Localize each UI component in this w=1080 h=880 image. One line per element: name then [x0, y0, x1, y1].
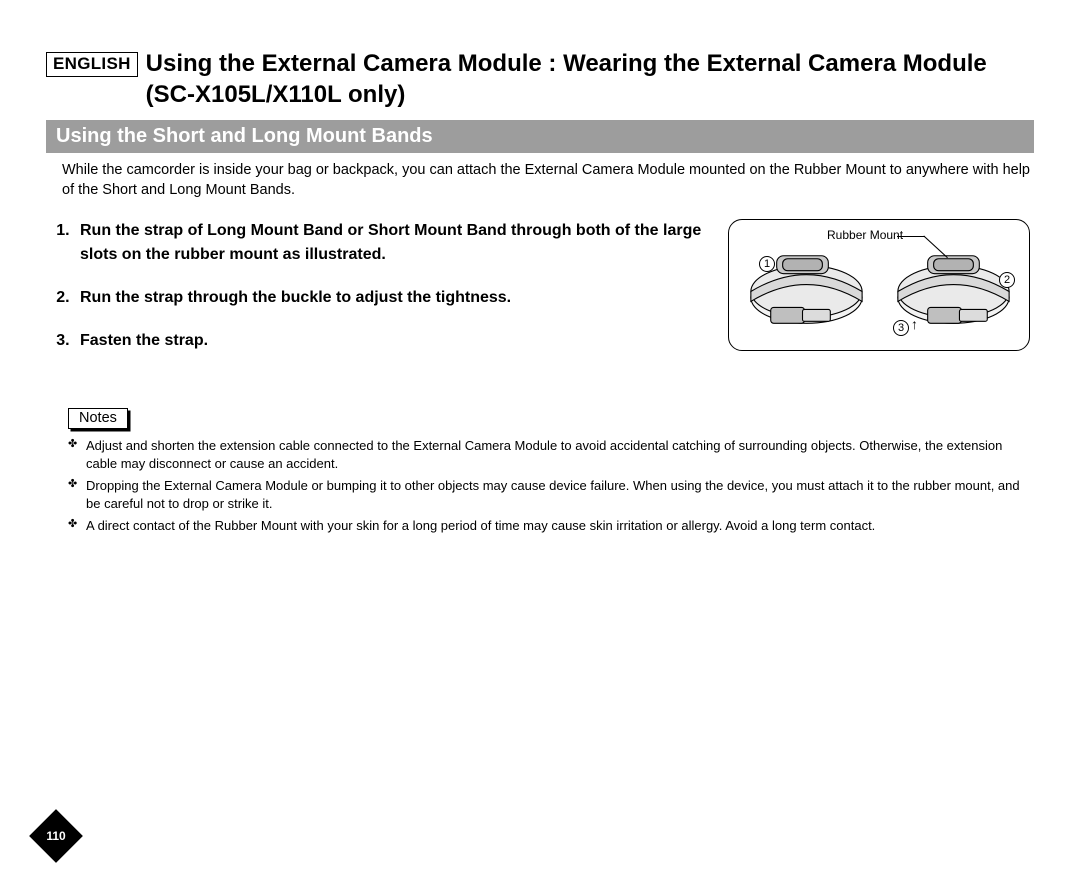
section-heading: Using the Short and Long Mount Bands — [46, 120, 1034, 153]
figure-box: Rubber Mount — [728, 219, 1030, 351]
page-number: 110 — [37, 817, 75, 855]
page-title: Using the External Camera Module : Weari… — [146, 49, 1034, 110]
intro-paragraph: While the camcorder is inside your bag o… — [62, 161, 1030, 200]
manual-page: ENGLISH Using the External Camera Module… — [0, 0, 1080, 880]
callout-2-icon: 2 — [999, 272, 1015, 288]
note-item: Dropping the External Camera Module or b… — [68, 477, 1030, 514]
page-header: ENGLISH Using the External Camera Module… — [46, 49, 1034, 110]
language-badge: ENGLISH — [46, 52, 138, 77]
mount-bands-illustration — [729, 220, 1029, 351]
notes-section: Notes Adjust and shorten the extension c… — [68, 408, 1030, 535]
note-item: Adjust and shorten the extension cable c… — [68, 437, 1030, 474]
callout-1-icon: 1 — [759, 256, 775, 272]
callout-3-arrow-icon: ↑ — [911, 317, 918, 331]
body-row: Run the strap of Long Mount Band or Shor… — [46, 219, 1034, 372]
page-number-badge: 110 — [37, 817, 75, 855]
step-item: Run the strap of Long Mount Band or Shor… — [74, 219, 708, 269]
notes-badge: Notes — [68, 408, 128, 429]
step-item: Run the strap through the buckle to adju… — [74, 286, 708, 311]
steps-list: Run the strap of Long Mount Band or Shor… — [46, 219, 708, 372]
callout-3-icon: 3 — [893, 320, 909, 336]
step-item: Fasten the strap. — [74, 329, 708, 354]
notes-list: Adjust and shorten the extension cable c… — [68, 437, 1030, 535]
note-item: A direct contact of the Rubber Mount wit… — [68, 517, 1030, 535]
